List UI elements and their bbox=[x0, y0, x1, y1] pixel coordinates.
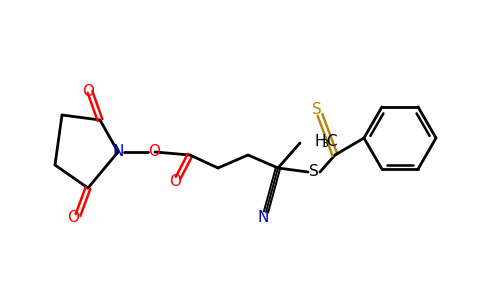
Text: S: S bbox=[309, 164, 319, 179]
Text: O: O bbox=[148, 145, 160, 160]
Text: O: O bbox=[169, 175, 181, 190]
Text: H: H bbox=[314, 134, 326, 148]
Text: O: O bbox=[67, 209, 79, 224]
Text: N: N bbox=[257, 211, 269, 226]
Text: O: O bbox=[82, 83, 94, 98]
Text: C: C bbox=[326, 134, 337, 148]
Text: S: S bbox=[312, 103, 322, 118]
Text: 3: 3 bbox=[321, 139, 328, 149]
Text: N: N bbox=[112, 145, 124, 160]
